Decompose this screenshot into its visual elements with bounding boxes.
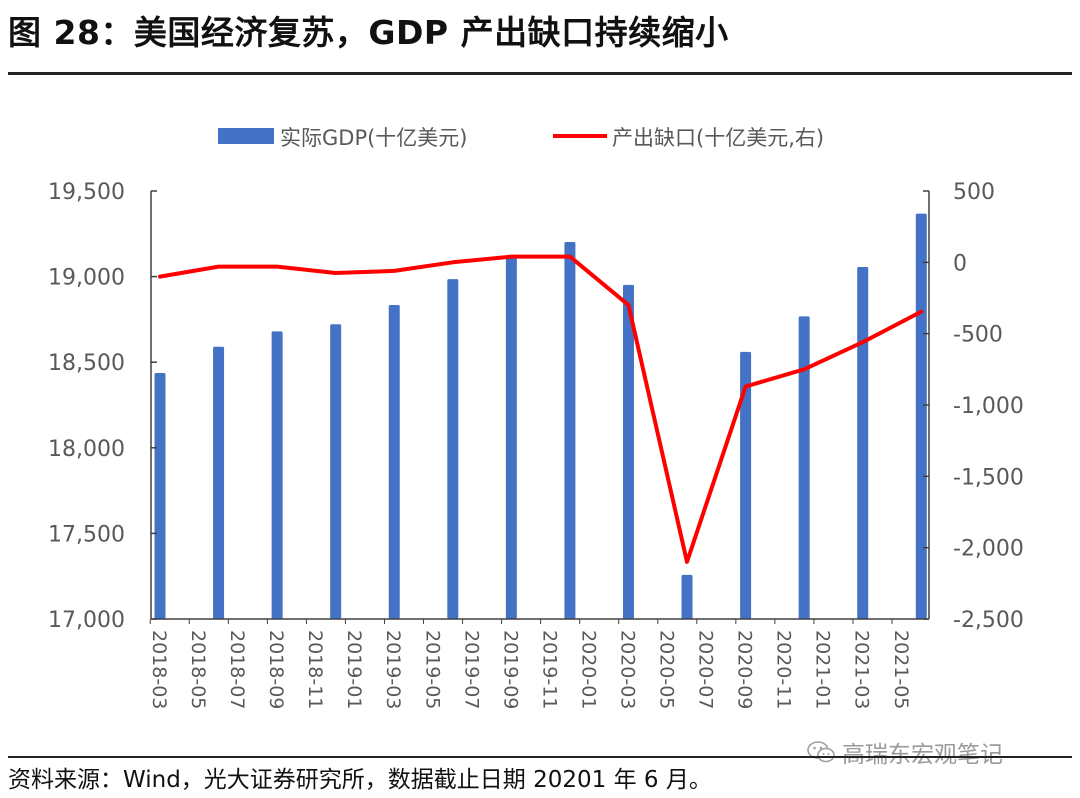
right-axis-label: -2,500	[953, 608, 1024, 633]
bar-2018-06	[213, 346, 225, 619]
x-axis-label: 2019-01	[343, 630, 365, 709]
bar-2019-09	[505, 256, 517, 619]
bar-2018-09	[271, 331, 283, 619]
x-axis-label: 2020-03	[616, 630, 638, 709]
bar-2020-03	[622, 284, 634, 619]
bar-series-gdp	[154, 213, 927, 620]
left-axis-label: 19,000	[48, 266, 125, 291]
legend: 实际GDP(十亿美元) 产出缺口(十亿美元,右)	[218, 126, 824, 150]
source-note: 资料来源：Wind，光大证券研究所，数据截止日期 20201 年 6 月。	[8, 767, 712, 793]
bar-2019-12	[564, 242, 576, 620]
right-axis-label: -500	[953, 323, 1003, 348]
bottom-rule	[8, 756, 1072, 758]
legend-label-gdp: 实际GDP(十亿美元)	[280, 126, 468, 150]
left-axis-label: 17,500	[48, 522, 125, 547]
legend-label-output-gap: 产出缺口(十亿美元,右)	[612, 126, 824, 150]
x-axis-label: 2019-11	[538, 630, 560, 709]
x-axis-label: 2018-09	[265, 630, 287, 709]
x-axis-label: 2019-05	[421, 630, 443, 709]
left-axis-label: 18,000	[48, 437, 125, 462]
line-series-output-gap	[158, 254, 924, 564]
right-axis-label: -1,000	[953, 394, 1024, 419]
x-axis-label: 2018-03	[148, 630, 170, 709]
bar-2018-12	[330, 324, 342, 619]
x-axis-labels: 2018-03 2018-05 2018-07 2018-09 2018-11 2019-…	[148, 630, 912, 709]
left-axis-labels: 17,000 17,500 18,000 18,500 19,000 19,500	[48, 180, 125, 633]
top-rule	[8, 72, 1072, 75]
right-axis-label: -1,500	[953, 465, 1024, 490]
left-axis-label: 19,500	[48, 180, 125, 205]
bar-2020-09	[740, 351, 752, 619]
axes	[149, 190, 930, 624]
figure-title: 图 28：美国经济复苏，GDP 产出缺口持续缩小	[8, 13, 729, 52]
x-axis-label: 2018-05	[187, 630, 209, 709]
watermark: 高瑞东宏观笔记	[806, 735, 1003, 769]
watermark-text: 高瑞东宏观笔记	[842, 742, 1003, 768]
right-axis-labels: -2,500 -2,000 -1,500 -1,000 -500 0 500	[953, 180, 1024, 633]
x-axis-label: 2021-01	[812, 630, 834, 709]
x-axis-label: 2021-05	[890, 630, 912, 709]
bar-2021-03	[857, 267, 869, 619]
x-axis-label: 2019-07	[460, 630, 482, 709]
x-axis-label: 2020-01	[577, 630, 599, 709]
x-axis-label: 2020-05	[656, 630, 678, 709]
output-gap-line	[158, 254, 924, 564]
x-axis-label: 2018-07	[226, 630, 248, 709]
bar-2019-06	[447, 279, 459, 619]
right-axis-label: 0	[953, 251, 967, 276]
bar-2018-03	[154, 372, 166, 619]
x-axis-label: 2020-07	[695, 630, 717, 709]
right-axis-label: -2,000	[953, 537, 1024, 562]
x-axis-label: 2018-11	[304, 630, 326, 709]
left-axis-label: 18,500	[48, 351, 125, 376]
x-axis-label: 2020-09	[734, 630, 756, 709]
bar-2021-06	[915, 213, 927, 620]
x-axis-label: 2019-09	[499, 630, 521, 709]
left-axis-label: 17,000	[48, 608, 125, 633]
legend-swatch-gdp	[218, 128, 274, 144]
right-axis-label: 500	[953, 180, 995, 205]
bar-2020-06	[681, 574, 693, 619]
x-axis-label: 2021-03	[851, 630, 873, 709]
x-axis-label: 2020-11	[773, 630, 795, 709]
x-axis-label: 2019-03	[382, 630, 404, 709]
bar-2020-12	[798, 316, 810, 619]
bar-2019-03	[388, 305, 400, 619]
wechat-icon	[807, 741, 835, 763]
